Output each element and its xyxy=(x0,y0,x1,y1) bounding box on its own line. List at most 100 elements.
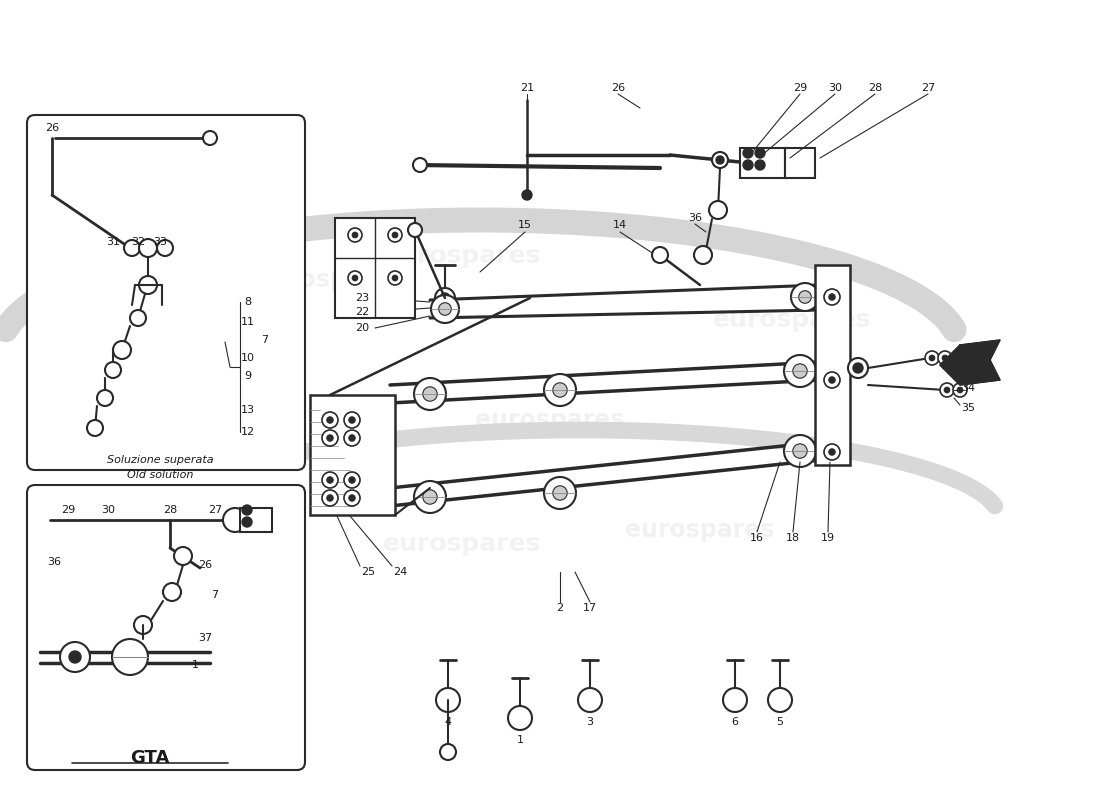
Circle shape xyxy=(440,293,450,303)
Circle shape xyxy=(716,156,724,164)
Circle shape xyxy=(139,276,157,294)
Circle shape xyxy=(348,228,362,242)
Circle shape xyxy=(742,160,754,170)
Circle shape xyxy=(852,363,864,373)
Bar xyxy=(785,148,815,178)
Text: eurospares: eurospares xyxy=(383,244,541,268)
Text: 33: 33 xyxy=(153,237,167,247)
Circle shape xyxy=(694,246,712,264)
Circle shape xyxy=(791,283,820,311)
Bar xyxy=(740,148,785,178)
Circle shape xyxy=(97,390,113,406)
Circle shape xyxy=(113,341,131,359)
Text: 26: 26 xyxy=(45,123,59,133)
Text: 1: 1 xyxy=(517,735,524,745)
Text: 29: 29 xyxy=(793,83,807,93)
Text: 15: 15 xyxy=(518,220,532,230)
Circle shape xyxy=(349,494,355,501)
Text: 35: 35 xyxy=(961,403,975,413)
Circle shape xyxy=(163,583,182,601)
Circle shape xyxy=(174,547,192,565)
Circle shape xyxy=(327,494,333,501)
Circle shape xyxy=(422,490,437,504)
FancyBboxPatch shape xyxy=(28,115,305,470)
Circle shape xyxy=(522,190,532,200)
Circle shape xyxy=(322,490,338,506)
Text: 3: 3 xyxy=(586,717,594,727)
Text: 14: 14 xyxy=(613,220,627,230)
Text: 30: 30 xyxy=(828,83,842,93)
Polygon shape xyxy=(940,340,1000,385)
Circle shape xyxy=(784,435,816,467)
Text: 9: 9 xyxy=(244,371,252,381)
Circle shape xyxy=(388,271,401,285)
Text: 27: 27 xyxy=(921,83,935,93)
Circle shape xyxy=(440,744,456,760)
Text: eurospares: eurospares xyxy=(255,268,405,292)
Circle shape xyxy=(104,362,121,378)
Circle shape xyxy=(408,223,422,237)
Text: 20: 20 xyxy=(355,323,370,333)
Circle shape xyxy=(793,364,807,378)
Circle shape xyxy=(422,386,437,402)
Text: 6: 6 xyxy=(732,717,738,727)
Circle shape xyxy=(157,240,173,256)
Circle shape xyxy=(124,240,140,256)
Text: 2: 2 xyxy=(557,603,563,613)
Circle shape xyxy=(352,275,358,281)
Text: 34: 34 xyxy=(961,383,975,393)
Circle shape xyxy=(327,477,333,483)
Text: 8: 8 xyxy=(244,297,252,307)
Circle shape xyxy=(414,481,446,513)
Text: 16: 16 xyxy=(750,533,764,543)
Circle shape xyxy=(553,486,568,500)
Circle shape xyxy=(327,417,333,423)
Circle shape xyxy=(388,228,401,242)
Text: 23: 23 xyxy=(355,293,370,303)
Bar xyxy=(310,395,395,515)
Circle shape xyxy=(344,472,360,488)
Circle shape xyxy=(508,706,532,730)
Text: eurospares: eurospares xyxy=(383,532,541,556)
Text: 7: 7 xyxy=(211,590,219,600)
Circle shape xyxy=(824,444,840,460)
Circle shape xyxy=(352,232,358,238)
Circle shape xyxy=(742,148,754,158)
Circle shape xyxy=(393,275,398,281)
Bar xyxy=(815,265,850,465)
Bar xyxy=(336,218,415,318)
Bar xyxy=(240,508,272,532)
Circle shape xyxy=(242,505,252,515)
Circle shape xyxy=(436,688,460,712)
Circle shape xyxy=(784,355,816,387)
Circle shape xyxy=(544,477,576,509)
Circle shape xyxy=(60,642,90,672)
Circle shape xyxy=(848,358,868,378)
Circle shape xyxy=(434,288,455,308)
Circle shape xyxy=(242,517,252,527)
Circle shape xyxy=(828,449,835,455)
Text: GTA: GTA xyxy=(130,749,169,767)
Text: 28: 28 xyxy=(163,505,177,515)
Circle shape xyxy=(953,383,967,397)
FancyBboxPatch shape xyxy=(28,485,305,770)
Circle shape xyxy=(578,688,602,712)
Circle shape xyxy=(393,232,398,238)
Circle shape xyxy=(130,310,146,326)
Text: 28: 28 xyxy=(868,83,882,93)
Text: 26: 26 xyxy=(198,560,212,570)
Circle shape xyxy=(828,294,835,300)
Circle shape xyxy=(139,239,157,257)
Text: 31: 31 xyxy=(106,237,120,247)
Text: 12: 12 xyxy=(241,427,255,437)
Text: 13: 13 xyxy=(241,405,255,415)
Text: 26: 26 xyxy=(610,83,625,93)
Circle shape xyxy=(824,289,840,305)
Circle shape xyxy=(112,639,148,675)
Circle shape xyxy=(793,444,807,458)
Text: 4: 4 xyxy=(444,717,452,727)
Circle shape xyxy=(828,377,835,383)
Circle shape xyxy=(712,152,728,168)
Circle shape xyxy=(414,378,446,410)
Circle shape xyxy=(943,355,948,361)
